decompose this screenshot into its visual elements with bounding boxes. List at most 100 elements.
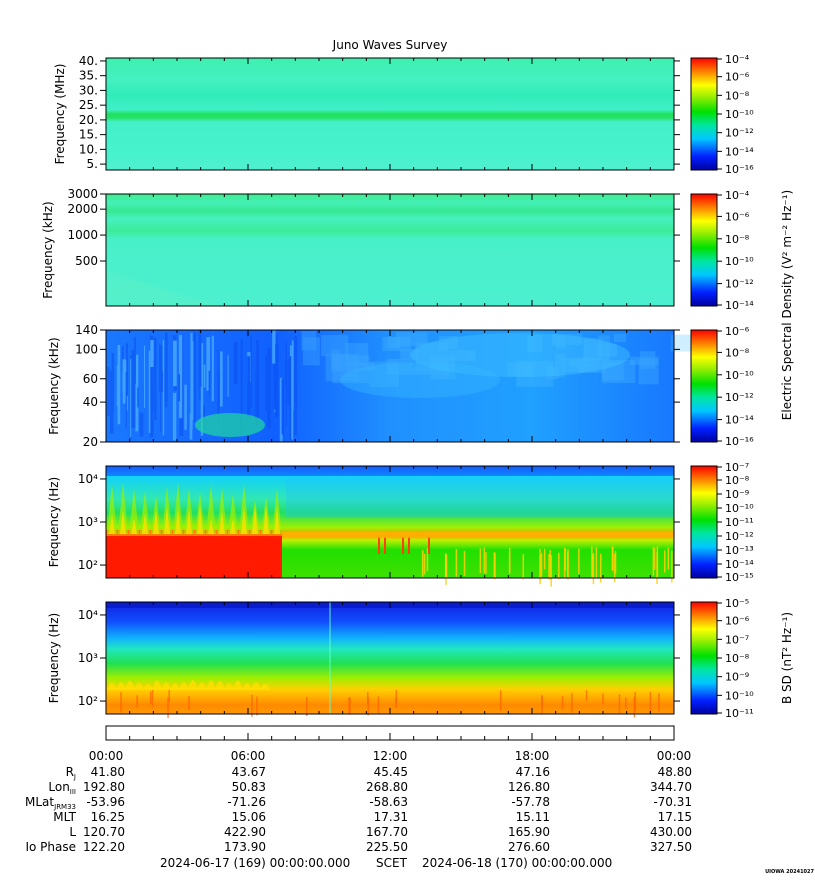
ephemeris-value: 41.80 bbox=[91, 765, 125, 779]
ephemeris-value: 225.50 bbox=[366, 840, 408, 854]
ephemeris-label: MLT bbox=[53, 810, 76, 824]
colorbar-tick-label: 10⁻⁸ bbox=[725, 89, 750, 102]
ephemeris-value: 50.83 bbox=[232, 780, 266, 794]
y-tick-label: 10³ bbox=[78, 651, 98, 665]
ephemeris-label: LonIII bbox=[48, 780, 76, 796]
time-axis: 00:00 06:00 12:00 18:00 00:00 bbox=[89, 725, 692, 763]
y-tick-label: 500 bbox=[75, 254, 98, 268]
x-tick-label: 00:00 bbox=[657, 749, 692, 763]
x-tick-label: 06:00 bbox=[231, 749, 266, 763]
ephemeris-value: 327.50 bbox=[650, 840, 692, 854]
ephemeris-value: 167.70 bbox=[366, 825, 408, 839]
colorbar-tick-label: 10⁻⁷ bbox=[725, 633, 749, 646]
ephemeris-value: 192.80 bbox=[83, 780, 125, 794]
colorbar-tick-label: 10⁻¹⁴ bbox=[725, 145, 754, 158]
colorbar bbox=[690, 57, 718, 171]
yticks-hz-magnetic: 10⁴ 10³ 10² bbox=[78, 602, 680, 714]
footer-end-time: 2024-06-18 (170) 00:00:00.000 bbox=[422, 856, 612, 870]
ylabel-hz-electric: Frequency (Hz) bbox=[47, 477, 61, 568]
ephemeris-value: -58.63 bbox=[369, 795, 408, 809]
footer-start-time: 2024-06-17 (169) 00:00:00.000 bbox=[160, 856, 350, 870]
colorbar-tick-label: 10⁻⁸ bbox=[725, 233, 750, 246]
ephemeris-value: -57.78 bbox=[511, 795, 550, 809]
y-tick-label: 25. bbox=[79, 98, 98, 112]
y-tick-label: 10⁴ bbox=[78, 472, 98, 486]
colorbar-tick-label: 10⁻¹⁰ bbox=[725, 255, 754, 268]
colorbar-tick-label: 10⁻⁸ bbox=[725, 474, 750, 487]
y-tick-label: 5. bbox=[87, 157, 98, 171]
colorbar-tick-label: 10⁻⁹ bbox=[725, 671, 749, 684]
ephemeris-label: MLatJRM33 bbox=[25, 795, 76, 811]
ephemeris-value: 16.25 bbox=[91, 810, 125, 824]
ylabel-khz-low: Frequency (kHz) bbox=[47, 337, 61, 434]
ephemeris-value: 120.70 bbox=[83, 825, 125, 839]
ephemeris-label: RJ bbox=[66, 765, 76, 781]
ephemeris-table: RJ 41.80 43.67 45.45 47.16 48.80 LonIII 192.80 5… bbox=[25, 765, 692, 854]
x-tick-label: 18:00 bbox=[515, 749, 550, 763]
spectrogram-khz-high bbox=[106, 194, 674, 306]
ephemeris-value: 430.00 bbox=[650, 825, 692, 839]
colorbar-tick-label: 10⁻⁷ bbox=[725, 461, 749, 474]
colorbars: 10⁻⁴ 10⁻⁶ 10⁻⁸ 10⁻¹⁰ 10⁻¹² 10⁻¹⁴ 10⁻¹⁶ 10⁻⁴ 10⁻⁶… bbox=[690, 53, 754, 720]
colorbar bbox=[690, 465, 718, 579]
ephemeris-value: 15.06 bbox=[232, 810, 266, 824]
y-tick-label: 60 bbox=[83, 372, 98, 386]
ephemeris-value: 15.11 bbox=[516, 810, 550, 824]
y-tick-label: 40. bbox=[79, 54, 98, 68]
magnetic-colorbar-label: B SD (nT² Hz⁻¹) bbox=[780, 612, 794, 704]
y-tick-label: 30. bbox=[79, 83, 98, 97]
yticks-mhz: 40.35.30.25.20.15.10.5. bbox=[79, 54, 680, 171]
ephemeris-value: 165.90 bbox=[508, 825, 550, 839]
colorbar-tick-label: 10⁻¹⁰ bbox=[725, 502, 754, 515]
ephemeris-value: 47.16 bbox=[516, 765, 550, 779]
ephemeris-value: -53.96 bbox=[86, 795, 125, 809]
colorbar bbox=[690, 329, 718, 443]
x-tick-label: 00:00 bbox=[89, 749, 124, 763]
yticks-hz-electric: 10⁴ 10³ 10² bbox=[78, 466, 680, 578]
y-tick-label: 3000 bbox=[67, 187, 98, 201]
colorbar-tick-label: 10⁻¹⁰ bbox=[725, 689, 754, 702]
colorbar-tick-label: 10⁻⁶ bbox=[725, 325, 750, 338]
ylabel-hz-magnetic: Frequency (Hz) bbox=[47, 613, 61, 704]
colorbar-tick-label: 10⁻⁹ bbox=[725, 488, 749, 501]
colorbar bbox=[690, 601, 718, 715]
y-tick-label: 10² bbox=[78, 558, 98, 572]
colorbar-tick-label: 10⁻¹² bbox=[725, 530, 754, 543]
y-tick-label: 10⁴ bbox=[78, 608, 98, 622]
ephemeris-value: 122.20 bbox=[83, 840, 125, 854]
colorbar-tick-label: 10⁻¹² bbox=[725, 278, 754, 291]
ephemeris-value: 126.80 bbox=[508, 780, 550, 794]
colorbar-tick-label: 10⁻¹⁴ bbox=[725, 299, 754, 312]
colorbar-tick-label: 10⁻¹⁰ bbox=[725, 369, 754, 382]
y-tick-label: 15. bbox=[79, 128, 98, 142]
yticks-khz-low: 140 100 60 40 20 bbox=[75, 323, 680, 449]
colorbar-tick-label: 10⁻¹⁵ bbox=[725, 571, 754, 584]
colorbar-tick-label: 10⁻⁶ bbox=[725, 210, 750, 223]
spectrogram-hz-magnetic bbox=[106, 602, 674, 714]
colorbar-tick-label: 10⁻¹⁶ bbox=[725, 163, 754, 176]
ephemeris-label: Io Phase bbox=[25, 840, 76, 854]
colorbar-tick-label: 10⁻¹⁰ bbox=[725, 108, 754, 121]
y-tick-label: 40 bbox=[83, 395, 98, 409]
electric-colorbar-label: Electric Spectral Density (V² m⁻² Hz⁻¹) bbox=[780, 190, 794, 420]
y-tick-label: 35. bbox=[79, 69, 98, 83]
footer-scet: SCET bbox=[376, 856, 408, 870]
y-tick-label: 2000 bbox=[67, 202, 98, 216]
ephemeris-value: -71.26 bbox=[227, 795, 266, 809]
colorbar-tick-label: 10⁻⁸ bbox=[725, 652, 750, 665]
ephemeris-value: 173.90 bbox=[224, 840, 266, 854]
colorbar-tick-label: 10⁻⁶ bbox=[725, 615, 750, 628]
colorbar-tick-label: 10⁻⁸ bbox=[725, 346, 750, 359]
y-tick-label: 10. bbox=[79, 142, 98, 156]
x-tick-label: 12:00 bbox=[373, 749, 408, 763]
ylabel-mhz: Frequency (MHz) bbox=[53, 64, 67, 165]
y-tick-label: 10² bbox=[78, 694, 98, 708]
spectrogram-mhz bbox=[106, 58, 674, 170]
colorbar-tick-label: 10⁻¹² bbox=[725, 127, 754, 140]
colorbar-tick-label: 10⁻⁶ bbox=[725, 71, 750, 84]
colorbar-tick-label: 10⁻¹² bbox=[725, 391, 754, 404]
colorbar-tick-label: 10⁻⁴ bbox=[725, 189, 750, 202]
colorbar-tick-label: 10⁻⁴ bbox=[725, 53, 750, 66]
